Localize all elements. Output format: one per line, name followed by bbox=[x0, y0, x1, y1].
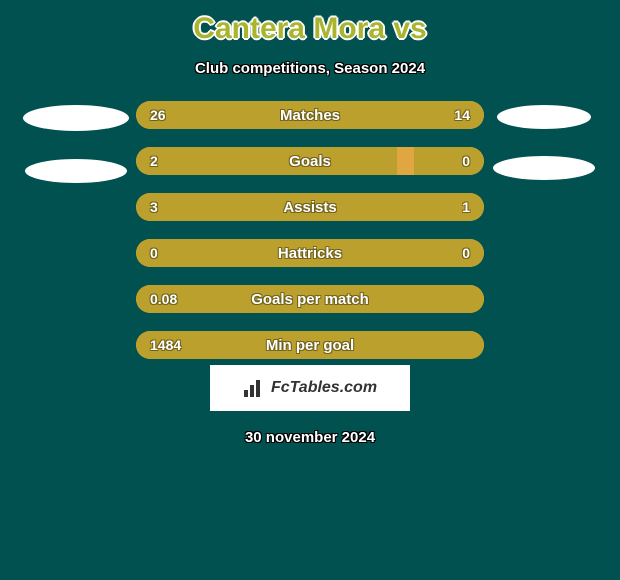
stat-row: 0.08Goals per match bbox=[136, 285, 484, 313]
right-avatar-placeholder bbox=[497, 105, 591, 129]
left-avatar-placeholder bbox=[23, 105, 129, 131]
logo-text: FcTables.com bbox=[271, 379, 377, 397]
logo: FcTables.com bbox=[243, 378, 377, 398]
right-player-col bbox=[484, 101, 604, 180]
page-title: Cantera Mora vs bbox=[193, 12, 426, 46]
stat-row: 2614Matches bbox=[136, 101, 484, 129]
comparison-infographic: Cantera Mora vs Club competitions, Seaso… bbox=[0, 0, 620, 580]
logo-box: FcTables.com bbox=[210, 365, 410, 411]
stat-row: 1484Min per goal bbox=[136, 331, 484, 359]
stat-row: 31Assists bbox=[136, 193, 484, 221]
left-player-col bbox=[16, 101, 136, 183]
stat-bars: 2614Matches 20Goals 31Assists 00Hattricks 0.… bbox=[136, 101, 484, 359]
content-row: 2614Matches 20Goals 31Assists 00Hattricks 0.… bbox=[0, 101, 620, 359]
stat-row: 00Hattricks bbox=[136, 239, 484, 267]
subtitle: Club competitions, Season 2024 bbox=[195, 60, 425, 77]
right-club-placeholder bbox=[493, 156, 595, 180]
date-text: 30 november 2024 bbox=[245, 429, 375, 446]
bar-chart-icon bbox=[243, 378, 265, 398]
stat-row: 20Goals bbox=[136, 147, 484, 175]
left-club-placeholder bbox=[25, 159, 127, 183]
